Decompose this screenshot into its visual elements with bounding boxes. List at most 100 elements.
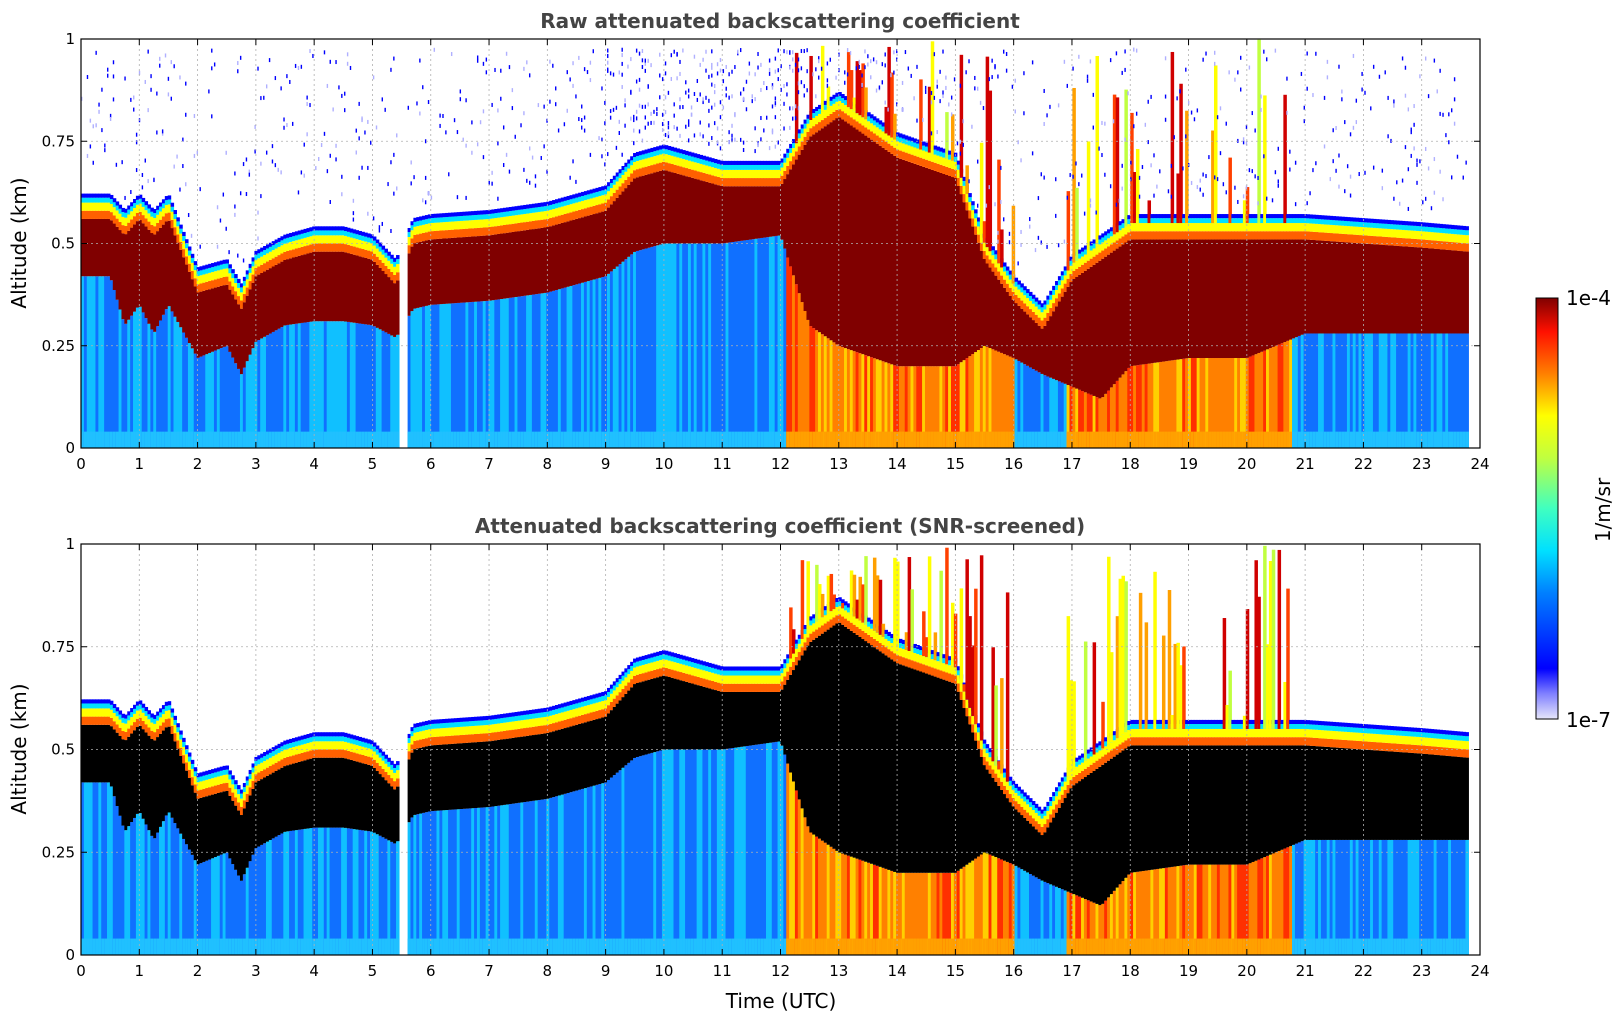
heatmap-column (86, 74, 91, 448)
heatmap-column (1101, 120, 1105, 448)
heatmap-column (543, 104, 547, 448)
heatmap-column (910, 589, 915, 955)
heatmap-column (1185, 719, 1189, 955)
heatmap-column (783, 49, 787, 448)
heatmap-column (225, 765, 230, 955)
heatmap-column (1289, 149, 1293, 448)
y-ticks-raw: 0 0.25 0.5 0.75 1 (42, 30, 1480, 457)
heatmap-column (173, 715, 177, 955)
heatmap-column (777, 666, 782, 955)
heatmap-column (936, 652, 941, 955)
x-tick-label: 15 (946, 455, 965, 473)
heatmap-column (971, 645, 975, 955)
heatmap-column (517, 711, 521, 955)
heatmap-column (1231, 719, 1235, 955)
heatmap-column (893, 50, 897, 448)
heatmap-column (176, 154, 180, 448)
heatmap-column (277, 167, 282, 448)
heatmap-column (494, 714, 498, 955)
heatmap-column (656, 651, 660, 955)
heatmap-column (592, 49, 597, 448)
heatmap-column (528, 73, 533, 448)
heatmap-column (815, 564, 819, 955)
heatmap-column (147, 49, 151, 448)
heatmap-column (531, 155, 536, 448)
heatmap-column (765, 86, 770, 448)
heatmap-column (211, 48, 215, 448)
x-tick-label: 5 (368, 455, 378, 473)
heatmap-column (352, 198, 357, 448)
heatmap-column (815, 67, 819, 448)
heatmap-column (780, 664, 784, 955)
heatmap-column (468, 211, 472, 448)
heatmap-column (1107, 556, 1111, 955)
heatmap-column (242, 783, 247, 955)
heatmap-column (101, 87, 105, 448)
heatmap-column (112, 703, 117, 955)
x-tick-label: 22 (1354, 455, 1373, 473)
heatmap-column (450, 718, 455, 955)
heatmap-column (716, 62, 721, 448)
heatmap-column (1063, 772, 1068, 955)
heatmap-column (416, 101, 420, 448)
heatmap-column (384, 754, 388, 955)
heatmap-column (1401, 56, 1406, 448)
heatmap-column (1387, 725, 1391, 955)
heatmap-column (797, 57, 802, 448)
heatmap-column (1176, 642, 1180, 955)
heatmap-column (1271, 198, 1276, 448)
heatmap-column (818, 56, 822, 448)
x-tick-label: 1 (135, 455, 145, 473)
heatmap-column (1320, 215, 1325, 448)
heatmap-column (982, 739, 987, 955)
y-tick-label: 0.25 (42, 843, 75, 861)
heatmap-column (1130, 112, 1134, 448)
heatmap-column (922, 117, 926, 448)
heatmap-column (526, 60, 530, 448)
heatmap-column (1092, 642, 1097, 955)
heatmap-column (1427, 94, 1432, 448)
heatmap-column (1292, 214, 1296, 448)
heatmap-column (1318, 215, 1322, 448)
heatmap-column (1109, 652, 1114, 955)
heatmap-column (858, 576, 862, 955)
heatmap-column (1156, 184, 1160, 448)
heatmap-column (300, 735, 305, 955)
heatmap-column (329, 59, 334, 448)
x-tick-label: 14 (888, 455, 907, 473)
heatmap-column (1049, 104, 1053, 448)
heatmap-column (479, 716, 484, 955)
heatmap-column (676, 51, 680, 448)
heatmap-column (318, 157, 322, 448)
x-tick-label: 4 (309, 455, 319, 473)
x-tick-label: 6 (426, 962, 436, 980)
heatmap-column (213, 62, 218, 448)
heatmap-column (612, 72, 617, 448)
heatmap-column (1378, 74, 1383, 448)
x-tick-label: 1 (135, 962, 145, 980)
heatmap-column (1375, 219, 1380, 448)
heatmap-column (280, 742, 284, 955)
heatmap-column (453, 718, 458, 955)
heatmap-column (315, 166, 319, 448)
y-tick-label: 0 (65, 946, 75, 964)
heatmap-column (1355, 98, 1360, 448)
heatmap-column (615, 678, 620, 955)
heatmap-column (901, 639, 906, 955)
heatmap-column (1138, 175, 1143, 448)
heatmap-column (332, 732, 336, 955)
heatmap-column (673, 49, 678, 448)
heatmap-column (786, 654, 790, 955)
heatmap-column (124, 714, 128, 955)
heatmap-column (1193, 117, 1198, 448)
heatmap-column (1231, 214, 1235, 448)
heatmap-column (346, 733, 351, 955)
heatmap-column (1005, 52, 1010, 448)
heatmap-column (589, 695, 594, 955)
heatmap-column (500, 714, 504, 955)
heatmap-column (659, 651, 663, 955)
heatmap-column (1057, 103, 1062, 448)
heatmap-column (202, 265, 206, 448)
heatmap-column (1052, 285, 1056, 448)
x-tick-label: 8 (543, 455, 553, 473)
